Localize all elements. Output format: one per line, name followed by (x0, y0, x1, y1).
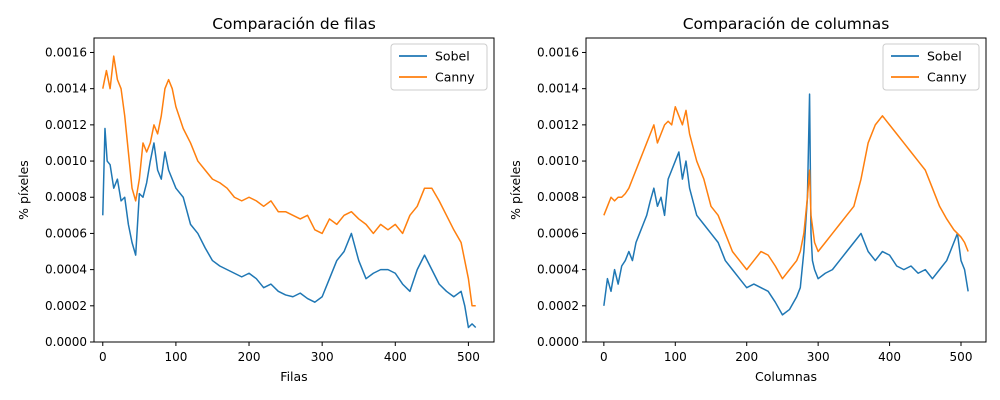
chart-title: Comparación de filas (212, 15, 376, 33)
y-tick-label: 0.0002 (45, 299, 87, 313)
x-tick-label: 100 (164, 350, 187, 364)
y-tick-label: 0.0016 (45, 45, 87, 59)
chart-title: Comparación de columnas (683, 15, 890, 33)
plot-frame (585, 37, 987, 343)
series-line-sobel (603, 93, 969, 316)
y-tick-label: 0.0006 (45, 226, 87, 240)
x-tick-label: 200 (735, 350, 758, 364)
y-tick-label: 0.0014 (537, 82, 579, 96)
y-tick-label: 0.0014 (45, 82, 87, 96)
legend-label-sobel: Sobel (927, 49, 962, 64)
x-tick-label: 400 (384, 350, 407, 364)
legend: Sobel Canny (390, 43, 488, 91)
series-line-canny (603, 106, 969, 280)
right-chart-panel: 0 100 200 300 400 500 0.0000 0.0002 0.0004 0.0006… (508, 15, 987, 384)
y-tick-label: 0.0010 (537, 154, 579, 168)
y-tick-label: 0.0008 (45, 190, 87, 204)
y-tick-label: 0.0004 (537, 263, 579, 277)
x-tick-label: 0 (99, 350, 107, 364)
legend-label-sobel: Sobel (435, 49, 470, 64)
x-tick-label: 0 (600, 350, 608, 364)
y-tick-label: 0.0002 (537, 299, 579, 313)
y-tick-label: 0.0000 (537, 335, 579, 349)
x-axis-label: Columnas (755, 369, 817, 384)
y-axis-label: % píxeles (508, 160, 523, 220)
x-tick-label: 400 (878, 350, 901, 364)
series-line-sobel (102, 127, 477, 329)
legend-label-canny: Canny (435, 70, 475, 85)
y-tick-label: 0.0016 (537, 45, 579, 59)
y-tick-label: 0.0012 (45, 118, 87, 132)
series-line-canny (102, 55, 476, 307)
y-tick-label: 0.0006 (537, 226, 579, 240)
y-tick-label: 0.0010 (45, 154, 87, 168)
y-tick-label: 0.0000 (45, 335, 87, 349)
plot-frame (93, 37, 495, 343)
x-tick-label: 300 (311, 350, 334, 364)
legend-label-canny: Canny (927, 70, 967, 85)
x-axis-label: Filas (280, 369, 307, 384)
x-tick-label: 200 (238, 350, 261, 364)
x-tick-label: 500 (457, 350, 480, 364)
y-tick-label: 0.0008 (537, 190, 579, 204)
left-chart-panel: 0 100 200 300 400 500 0.0000 0.0002 0.0004 0.0006… (16, 15, 495, 384)
y-tick-label: 0.0012 (537, 118, 579, 132)
legend: Sobel Canny (882, 43, 980, 91)
x-tick-label: 300 (807, 350, 830, 364)
y-axis-label: % píxeles (16, 160, 31, 220)
x-tick-label: 100 (664, 350, 687, 364)
y-tick-label: 0.0004 (45, 263, 87, 277)
x-tick-label: 500 (950, 350, 973, 364)
